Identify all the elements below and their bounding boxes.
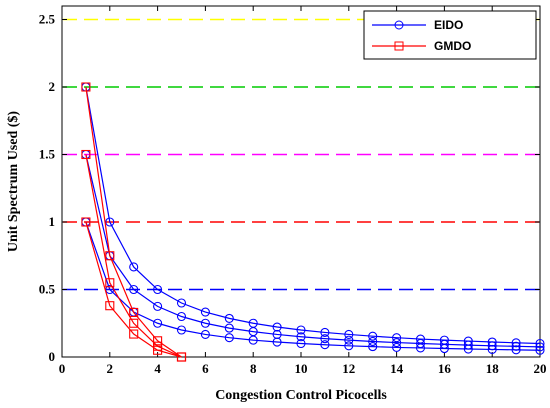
- data-point: [344, 329, 354, 340]
- data-point: [129, 318, 139, 328]
- data-point: [200, 307, 210, 317]
- series-line: [85, 221, 182, 358]
- data-point: [368, 331, 378, 341]
- series-group: [81, 82, 545, 362]
- data-point: [105, 251, 115, 261]
- y-tick-label: 2: [49, 79, 56, 94]
- y-tick-label: 2.5: [39, 12, 56, 27]
- x-tick-label: 18: [486, 361, 500, 376]
- data-point: [81, 149, 91, 160]
- data-point: [105, 217, 115, 227]
- data-point: [392, 338, 402, 348]
- data-point: [272, 322, 282, 332]
- series-2: [81, 217, 545, 355]
- data-point: [320, 340, 330, 350]
- x-tick-label: 12: [342, 361, 355, 376]
- x-tick-label: 20: [534, 361, 547, 376]
- data-point: [224, 313, 234, 323]
- x-tick-label: 2: [107, 361, 114, 376]
- data-point: [200, 318, 210, 328]
- data-point: [535, 338, 545, 349]
- data-point: [439, 343, 449, 354]
- data-point: [105, 301, 115, 311]
- data-point: [129, 284, 139, 295]
- data-point: [153, 318, 163, 328]
- data-point: [176, 325, 187, 335]
- x-tick-label: 14: [390, 361, 404, 376]
- data-point: [535, 345, 545, 355]
- legend-swatch-marker: [394, 20, 404, 30]
- data-point: [392, 333, 402, 343]
- data-point: [463, 344, 473, 354]
- data-point: [129, 262, 139, 272]
- data-point: [344, 341, 354, 351]
- data-point: [224, 323, 234, 333]
- x-tick-label: 0: [59, 361, 66, 376]
- data-point: [248, 335, 258, 345]
- data-point: [368, 342, 378, 352]
- series-line: [85, 154, 182, 358]
- y-tick-label: 0.5: [39, 282, 56, 297]
- data-point: [153, 345, 163, 355]
- data-point: [415, 343, 426, 353]
- y-tick-label: 1.5: [39, 147, 56, 162]
- y-tick-label: 0: [49, 349, 56, 364]
- data-point: [105, 278, 115, 288]
- data-point: [224, 333, 234, 343]
- x-tick-label: 10: [295, 361, 308, 376]
- data-point: [176, 311, 187, 322]
- data-point: [535, 342, 545, 352]
- series-line: [85, 86, 182, 358]
- x-tick-label: 6: [202, 361, 209, 376]
- data-point: [272, 337, 282, 347]
- data-point: [320, 334, 330, 344]
- reference-lines: [63, 18, 539, 291]
- legend-box: [363, 10, 537, 60]
- x-tick-label: 4: [154, 361, 161, 376]
- data-point: [296, 338, 306, 349]
- legend-label: GMDO: [434, 39, 471, 53]
- data-point: [296, 332, 306, 342]
- data-point: [320, 327, 330, 337]
- x-tick-label: 16: [438, 361, 452, 376]
- data-point: [200, 329, 210, 340]
- series-5: [81, 217, 187, 362]
- data-point: [153, 301, 163, 311]
- data-point: [511, 345, 521, 355]
- data-point: [487, 344, 497, 354]
- data-point: [176, 352, 187, 362]
- data-point: [296, 325, 306, 335]
- y-tick-label: 1: [49, 214, 56, 229]
- data-point: [344, 335, 354, 345]
- data-point: [153, 336, 163, 346]
- data-point: [81, 217, 91, 227]
- legend-item: EIDO: [372, 18, 463, 32]
- axis-ticks: 0 2 4 6 8 10 12 14 16 18 20 0 0.5 1 1.5 2 2.5: [39, 6, 547, 376]
- data-point: [129, 307, 139, 318]
- data-point: [392, 342, 402, 352]
- data-point: [368, 336, 378, 347]
- legend-item: GMDO: [372, 39, 471, 53]
- x-axis-label: Congestion Control Picocells: [215, 388, 387, 403]
- data-point: [176, 298, 187, 308]
- data-point: [129, 329, 139, 339]
- legend-label: EIDO: [434, 18, 463, 32]
- y-axis-label: Unit Spectrum Used ($): [6, 111, 21, 252]
- data-point: [81, 82, 91, 92]
- data-point: [153, 284, 163, 295]
- legend-swatch-marker: [394, 41, 404, 51]
- series-3: [81, 82, 187, 362]
- x-tick-label: 8: [250, 361, 257, 376]
- legend: EIDO GMDO: [363, 10, 537, 60]
